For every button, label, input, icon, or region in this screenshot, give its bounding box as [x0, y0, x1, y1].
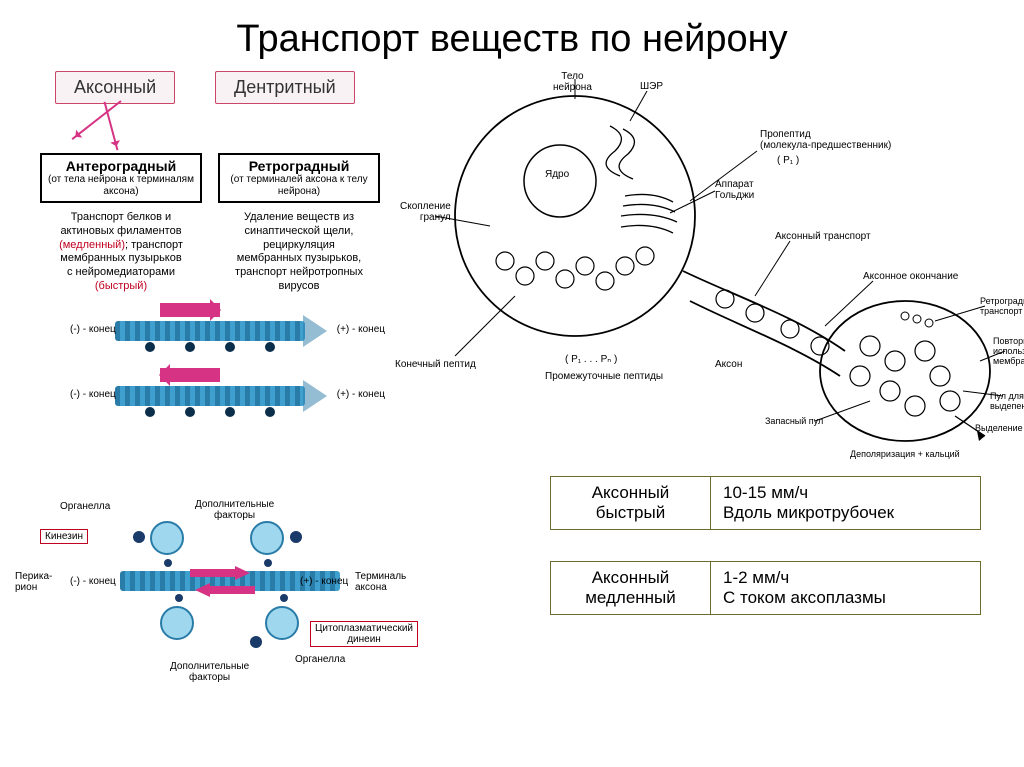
t: медленный	[585, 588, 676, 607]
nucleus-label: Ядро	[545, 169, 569, 180]
organelle-icon	[250, 636, 262, 648]
plus-end-label: (+) - конец	[337, 389, 385, 400]
t: мембранных пузырьков,	[237, 252, 361, 264]
reserve-pool-label: Запасный пул	[765, 416, 823, 426]
fast-value-cell: 10-15 мм/ч Вдоль микротрубочек	[711, 477, 981, 530]
release-pool-label: Пул для выдепения	[990, 391, 1024, 411]
vesicle-icon	[265, 606, 299, 640]
arrow-left-icon	[195, 583, 255, 597]
reuse-label: Повторное использование мембран	[993, 336, 1024, 366]
t: синаптической щели,	[245, 225, 354, 237]
anterograde-desc: Транспорт белков и актиновых филаментов …	[40, 211, 202, 294]
golgi-label: Аппарат Гольджи	[715, 179, 754, 201]
fast-transport-table: Аксонный быстрый 10-15 мм/ч Вдоль микрот…	[550, 476, 981, 530]
pn-formula-label: ( Р₁ . . . Рₙ )	[565, 354, 617, 365]
t: Аксонный	[592, 483, 670, 502]
arrow-right-icon	[190, 566, 250, 580]
axon-label: Аксон	[715, 359, 742, 370]
fast-name-cell: Аксонный быстрый	[551, 477, 711, 530]
depol-label: Деполяризация + кальций	[850, 449, 960, 459]
motor-icon	[280, 594, 288, 602]
t: быстрый	[596, 503, 665, 522]
factors-label-2: Дополнительные факторы	[170, 661, 249, 683]
organelle-label-2: Органелла	[295, 654, 345, 665]
t: Аксонный	[592, 568, 670, 587]
anterograde-sub: (от тела нейрона к терминалям аксона)	[48, 174, 194, 198]
organelle-label: Органелла	[60, 501, 110, 512]
organelle-icon	[133, 531, 145, 543]
axonal-type-box: Аксонный	[55, 71, 175, 104]
slow-value-cell: 1-2 мм/ч С током аксоплазмы	[711, 562, 981, 615]
anterograde-title: Антероградный	[48, 158, 194, 174]
anterograde-box: Антероградный (от тела нейрона к термина…	[40, 153, 202, 203]
axonal-transport-label: Аксонный транспорт	[775, 231, 871, 242]
arrow-left-icon	[160, 368, 220, 382]
t: 10-15 мм/ч	[723, 483, 808, 502]
retrograde-title: Ретроградный	[226, 158, 372, 174]
propeptide-label: Пропептид (молекула-предшественник)	[760, 129, 891, 151]
release-label: Выделение	[975, 423, 1023, 433]
minus-end-label: (-) - конец	[70, 389, 116, 400]
t: С током аксоплазмы	[723, 588, 886, 607]
main-container: Аксонный Дентритный Антероградный (от те…	[0, 71, 1024, 758]
microtubule-icon: (-) - конец (+) - конец	[115, 321, 305, 341]
organelle-icon	[290, 531, 302, 543]
perikaryon-label: Перика- рион	[15, 571, 52, 593]
slow-label: (медленный)	[59, 239, 125, 251]
microtubule-icon: (-) - конец (+) - конец	[115, 386, 305, 406]
t: 1-2 мм/ч	[723, 568, 789, 587]
t: вирусов	[279, 280, 320, 292]
vesicle-icon	[250, 521, 284, 555]
neuron-diagram: Тело нейрона ШЭР Ядро Аппарат Гольджи Пр…	[395, 61, 1015, 461]
slow-name-cell: Аксонный медленный	[551, 562, 711, 615]
axon-terminal-label: Аксонное окончание	[863, 271, 958, 282]
terminal-label: Терминаль аксона	[355, 571, 406, 593]
vesicle-icon	[150, 521, 184, 555]
granule-label: Скопление гранул	[400, 201, 451, 223]
retrograde-box: Ретроградный (от терминалей аксона к тел…	[218, 153, 380, 203]
arrow-right-icon	[160, 303, 220, 317]
dynein-label: Цитоплазматический динеин	[310, 621, 418, 647]
t: транспорт нейротропных	[235, 266, 363, 278]
dendritic-type-box: Дентритный	[215, 71, 355, 104]
microtubule-retro: (-) - конец (+) - конец	[60, 386, 370, 406]
intermediate-label: Промежуточные пептиды	[545, 371, 663, 382]
retrograde-transport-label: Ретроградный транспорт	[980, 296, 1024, 316]
motor-icon	[175, 594, 183, 602]
slow-transport-table: Аксонный медленный 1-2 мм/ч С током аксо…	[550, 561, 981, 615]
factors-label: Дополнительные факторы	[195, 499, 274, 521]
motor-icon	[164, 559, 172, 567]
t: актиновых филаментов	[60, 225, 181, 237]
plus-end-label: (+) - конец	[300, 576, 348, 587]
minus-end-label: (-) - конец	[70, 324, 116, 335]
kinesin-label: Кинезин	[40, 529, 88, 544]
t: рециркуляция	[263, 239, 335, 251]
motor-protein-schema: Органелла Кинезин Перика- рион Дополните…	[20, 471, 440, 721]
ser-label: ШЭР	[640, 81, 663, 92]
motor-icon	[264, 559, 272, 567]
neuron-svg	[395, 61, 1015, 461]
t: Транспорт белков и	[71, 211, 171, 223]
microtubule-antero: (-) - конец (+) - конец	[60, 321, 370, 341]
t: с нейромедиаторами	[67, 266, 175, 278]
final-peptide-label: Конечный пептид	[395, 359, 476, 370]
plus-end-label: (+) - конец	[337, 324, 385, 335]
soma-label: Тело нейрона	[553, 71, 592, 93]
t: мембранных пузырьков	[60, 252, 181, 264]
minus-end-label: (-) - конец	[70, 576, 116, 587]
retrograde-desc: Удаление веществ из синаптической щели, …	[218, 211, 380, 294]
p1-label: ( Р₁ )	[777, 155, 799, 166]
fast-label: (быстрый)	[95, 280, 147, 292]
t: Удаление веществ из	[244, 211, 354, 223]
retrograde-sub: (от терминалей аксона к телу нейрона)	[226, 174, 372, 198]
vesicle-icon	[160, 606, 194, 640]
t: Вдоль микротрубочек	[723, 503, 894, 522]
t: ; транспорт	[125, 239, 183, 251]
